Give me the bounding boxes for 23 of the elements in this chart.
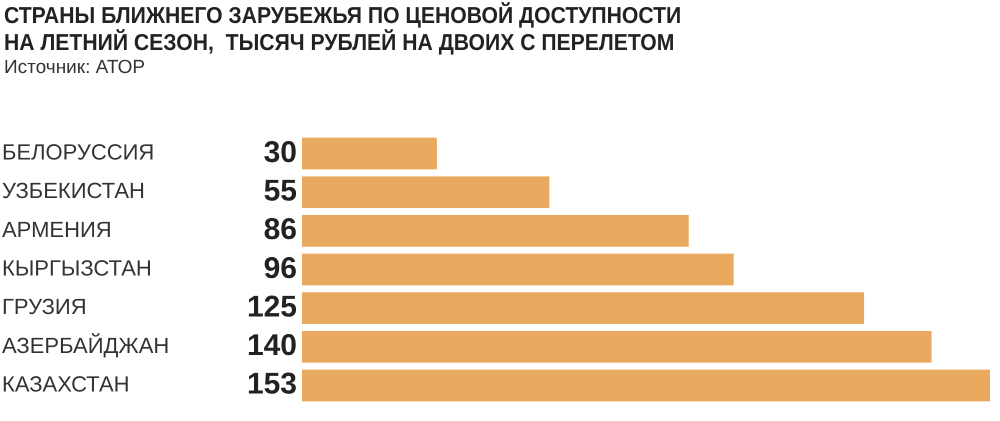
data-label: 55: [264, 174, 297, 208]
data-label: 30: [264, 136, 297, 169]
y-tick-label: КАЗАХСТАН: [2, 372, 130, 397]
data-label: 86: [264, 213, 297, 246]
data-label: 153: [246, 368, 297, 401]
y-tick-label: АРМЕНИЯ: [2, 216, 112, 242]
y-tick-label: БЕЛОРУССИЯ: [2, 140, 154, 165]
text: Источник: АТОР: [4, 57, 146, 79]
y-tick-label: АЗЕРБАЙДЖАН: [2, 332, 170, 358]
bar: [302, 370, 990, 402]
bar: [302, 138, 437, 170]
bar: [302, 254, 734, 286]
data-label: 96: [264, 252, 297, 285]
bar: [302, 292, 864, 324]
y-tick-label: КЫРГЫЗСТАН: [2, 256, 152, 281]
y-tick-label: ГРУЗИЯ: [2, 294, 87, 320]
bar: [302, 214, 689, 247]
data-label: 140: [246, 329, 297, 362]
data-label: 125: [246, 290, 297, 324]
chart-title: СТРАНЫ БЛИЖНЕГО ЗАРУБЕЖЬЯ ПО ЦЕНОВОЙ ДОСТУПНОСТИ НА ЛЕТНИЙ СЕЗОН, ТЫСЯЧ РУБЛЕЙ НА ДВОИХ С ПЕРЕЛЕТОМ: [4, 2, 682, 56]
bar: [302, 330, 932, 363]
y-tick-label: УЗБЕКИСТАН: [2, 178, 145, 204]
bar: [302, 176, 550, 208]
